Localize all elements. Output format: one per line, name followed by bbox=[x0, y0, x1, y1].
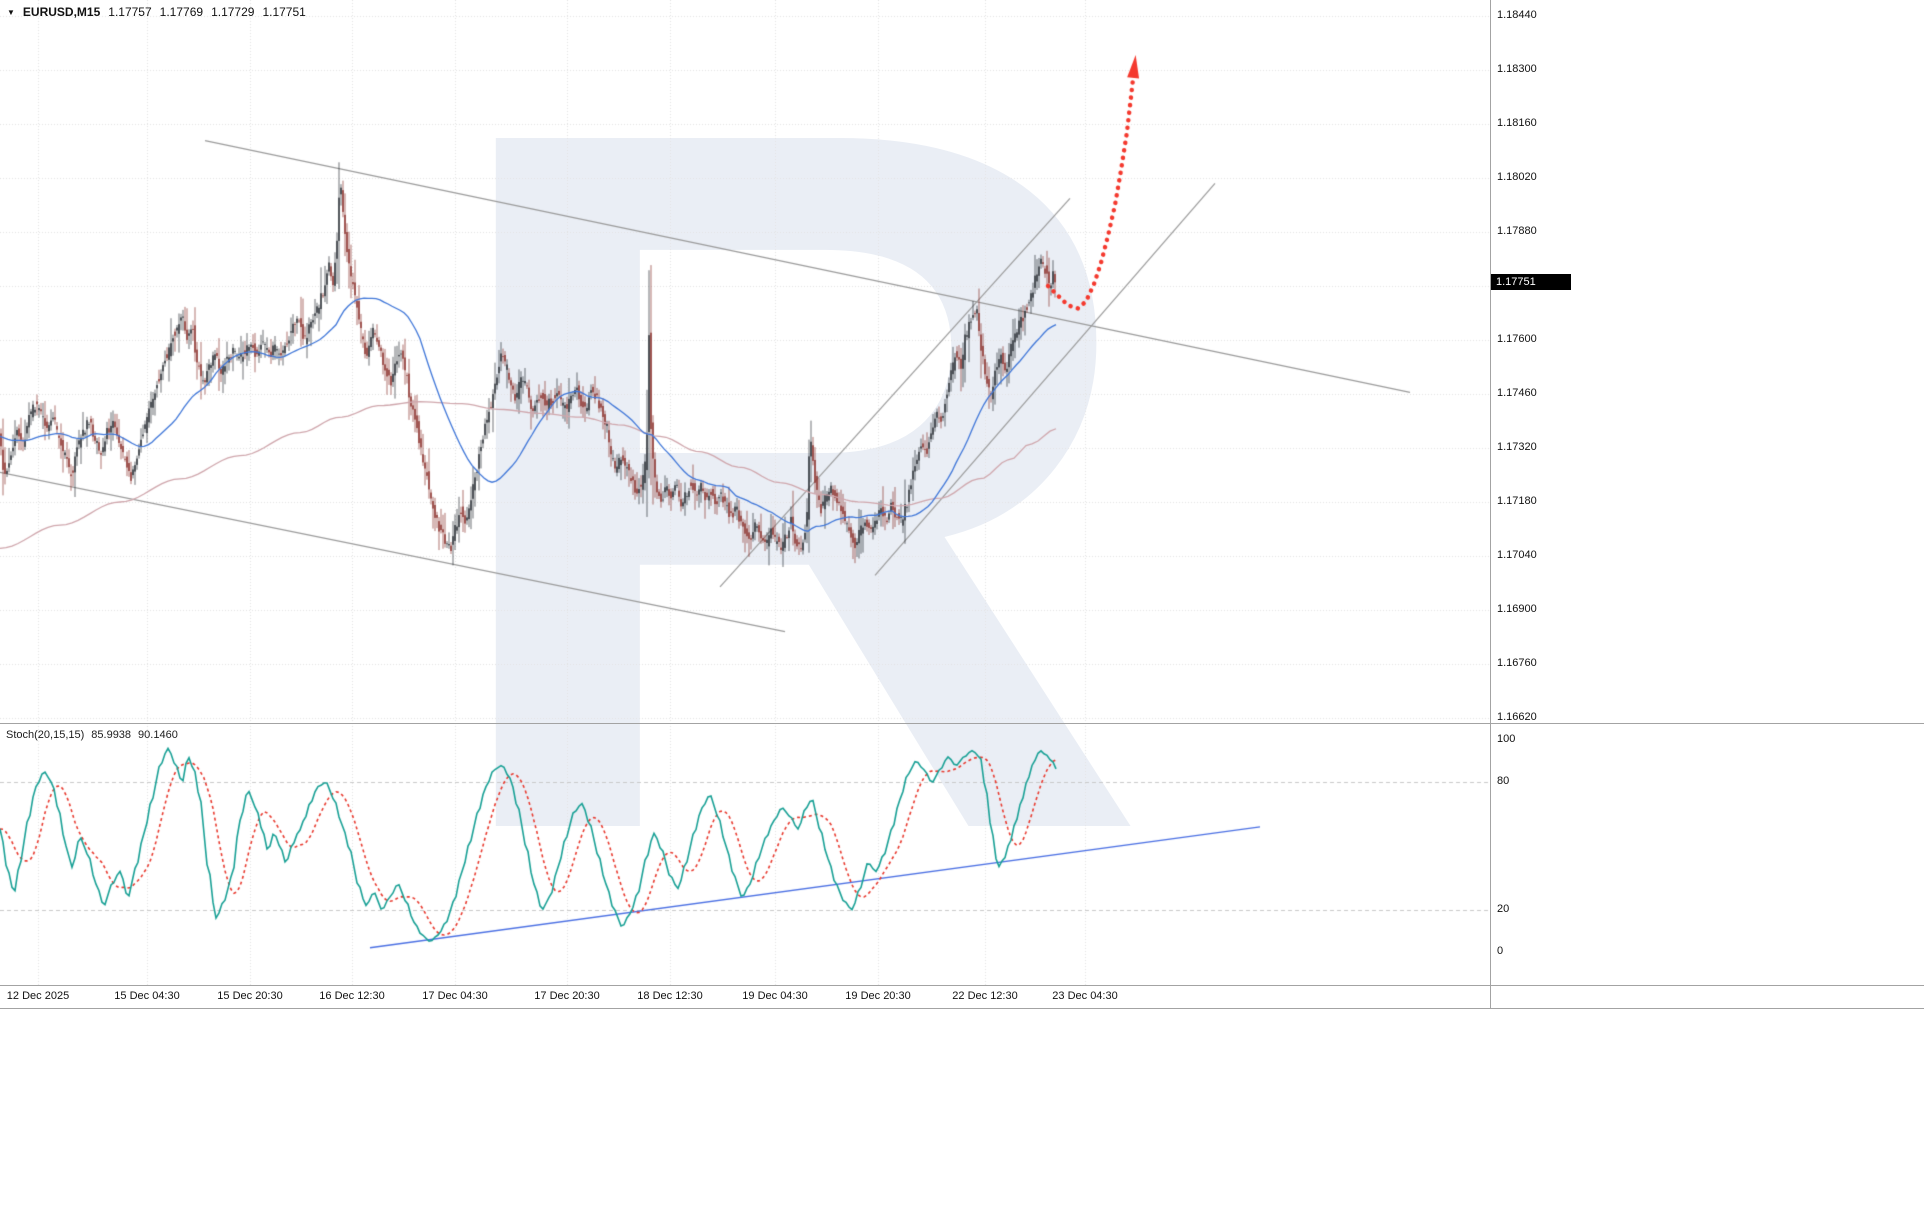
price-axis-label: 1.17600 bbox=[1497, 333, 1537, 345]
price-axis-label: 1.18160 bbox=[1497, 117, 1537, 129]
chart-header: ▼ EURUSD,M15 1.17757 1.17769 1.17729 1.1… bbox=[7, 5, 306, 19]
price-axis-label: 1.18440 bbox=[1497, 9, 1537, 21]
chart-dropdown-icon[interactable]: ▼ bbox=[7, 7, 15, 17]
ohlc-high-value: 1.17769 bbox=[159, 5, 204, 19]
stoch-signal-value: 90.1460 bbox=[138, 729, 178, 741]
current-price-badge: 1.17751 bbox=[1491, 273, 1571, 290]
price-axis[interactable]: 1.18440 1.18300 1.18160 1.18020 1.17880 1.177… bbox=[1491, 0, 1581, 723]
stoch-pane-canvas[interactable] bbox=[0, 723, 1490, 985]
time-axis-label: 16 Dec 12:30 bbox=[319, 990, 385, 1002]
stoch-scale-axis[interactable]: 100 80 20 0 bbox=[1491, 723, 1581, 985]
price-axis-label: 1.17880 bbox=[1497, 225, 1537, 237]
window-bottom-border bbox=[0, 1008, 1924, 1009]
price-axis-label: 1.16760 bbox=[1497, 657, 1537, 669]
time-axis-label: 23 Dec 04:30 bbox=[1052, 990, 1118, 1002]
stoch-axis-label: 20 bbox=[1497, 902, 1510, 915]
pane-separator[interactable] bbox=[0, 723, 1924, 724]
time-axis-label: 15 Dec 04:30 bbox=[114, 990, 180, 1002]
price-axis-label: 1.16900 bbox=[1497, 603, 1537, 615]
time-axis-separator bbox=[0, 985, 1924, 986]
time-axis[interactable]: 12 Dec 2025 15 Dec 04:30 15 Dec 20:30 16 De… bbox=[0, 986, 1490, 1008]
time-axis-label: 19 Dec 04:30 bbox=[742, 990, 808, 1002]
price-axis-label: 1.17040 bbox=[1497, 549, 1537, 561]
ohlc-close-value: 1.17751 bbox=[262, 5, 306, 19]
stoch-indicator-label: Stoch(20,15,15) bbox=[6, 729, 85, 741]
ohlc-open-value: 1.17757 bbox=[108, 5, 152, 19]
stoch-header: Stoch(20,15,15) 85.9938 90.1460 bbox=[6, 729, 178, 741]
time-axis-label: 12 Dec 2025 bbox=[6, 990, 70, 1002]
main-chart-canvas[interactable] bbox=[0, 0, 1490, 723]
stoch-axis-label: 80 bbox=[1497, 775, 1510, 788]
stoch-axis-label: 0 bbox=[1497, 945, 1504, 957]
price-axis-label: 1.17460 bbox=[1497, 387, 1537, 399]
price-axis-label: 1.18300 bbox=[1497, 63, 1537, 75]
symbol-timeframe-label: EURUSD,M15 bbox=[22, 5, 101, 19]
price-axis-label: 1.16620 bbox=[1497, 711, 1537, 723]
time-axis-label: 15 Dec 20:30 bbox=[217, 990, 283, 1002]
stoch-axis-label: 100 bbox=[1497, 733, 1516, 745]
ohlc-low-value: 1.17729 bbox=[211, 5, 255, 19]
price-axis-label: 1.17320 bbox=[1497, 441, 1537, 453]
price-axis-label: 1.18020 bbox=[1497, 171, 1537, 183]
price-axis-separator bbox=[1490, 0, 1491, 1008]
time-axis-label: 17 Dec 20:30 bbox=[534, 990, 600, 1002]
time-axis-label: 17 Dec 04:30 bbox=[422, 990, 488, 1002]
time-axis-label: 19 Dec 20:30 bbox=[845, 990, 911, 1002]
price-axis-label: 1.17180 bbox=[1497, 495, 1537, 507]
stoch-main-value: 85.9938 bbox=[91, 729, 132, 741]
time-axis-label: 18 Dec 12:30 bbox=[637, 990, 703, 1002]
time-axis-label: 22 Dec 12:30 bbox=[952, 990, 1018, 1002]
